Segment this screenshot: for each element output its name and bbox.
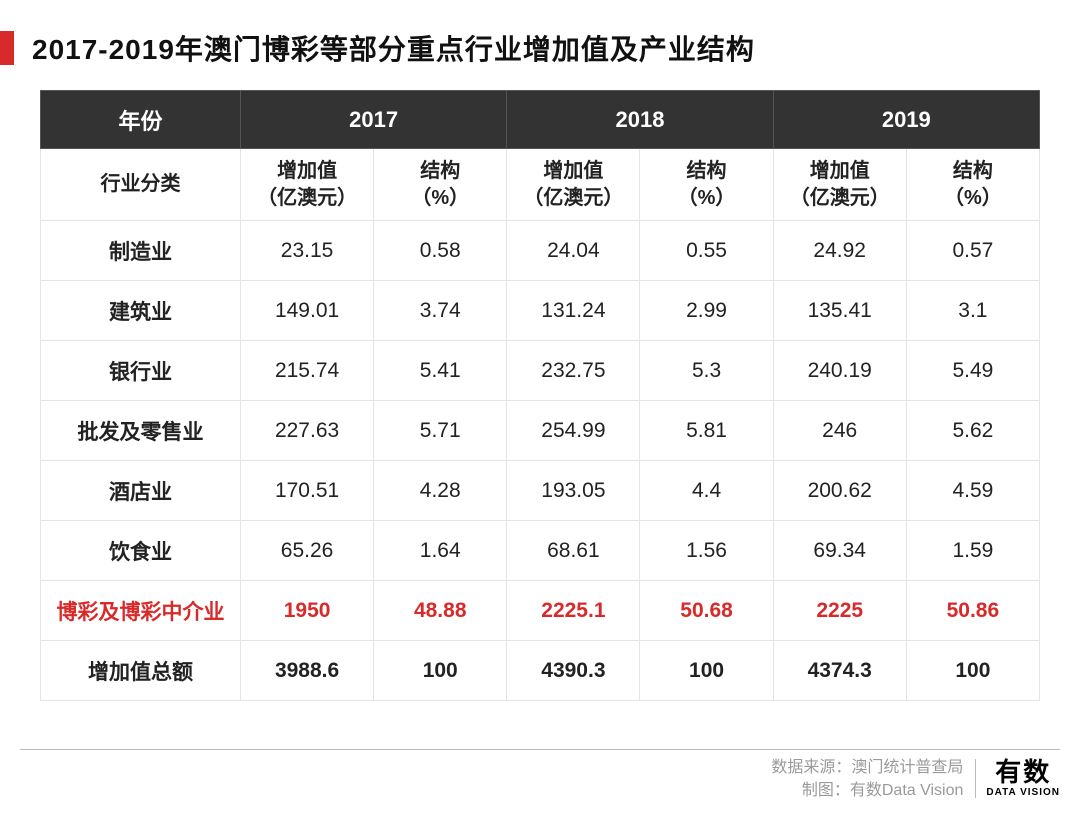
cell: 170.51 [241,461,374,521]
cell: 100 [374,641,507,701]
page-title: 2017-2019年澳门博彩等部分重点行业增加值及产业结构 [32,28,755,68]
category-header: 行业分类 [41,149,241,221]
table-row: 博彩及博彩中介业195048.882225.150.68222550.86 [41,581,1040,641]
cell: 5.62 [906,401,1039,461]
cell: 246 [773,401,906,461]
cell: 232.75 [507,341,640,401]
sub-value-2017: 增加值（亿澳元） [241,149,374,221]
cell: 131.24 [507,281,640,341]
cell: 0.55 [640,221,773,281]
title-bar: 2017-2019年澳门博彩等部分重点行业增加值及产业结构 [0,28,1080,90]
row-label: 酒店业 [41,461,241,521]
cell: 1.56 [640,521,773,581]
sub-struct-2019: 结构（%） [906,149,1039,221]
industry-table: 年份 2017 2018 2019 行业分类 增加值（亿澳元） 结构（%） 增加… [40,90,1040,701]
table-row: 酒店业170.514.28193.054.4200.624.59 [41,461,1040,521]
sub-value-2019: 增加值（亿澳元） [773,149,906,221]
chartby-line: 制图：有数Data Vision [771,779,963,802]
cell: 193.05 [507,461,640,521]
cell: 5.3 [640,341,773,401]
row-label: 增加值总额 [41,641,241,701]
row-label: 饮食业 [41,521,241,581]
cell: 227.63 [241,401,374,461]
cell: 2225 [773,581,906,641]
cell: 3.1 [906,281,1039,341]
cell: 4374.3 [773,641,906,701]
cell: 65.26 [241,521,374,581]
cell: 149.01 [241,281,374,341]
cell: 50.68 [640,581,773,641]
cell: 69.34 [773,521,906,581]
table-row: 制造业23.150.5824.040.5524.920.57 [41,221,1040,281]
source-line: 数据来源：澳门统计普查局 [771,756,963,779]
cell: 24.92 [773,221,906,281]
cell: 0.58 [374,221,507,281]
cell: 4.4 [640,461,773,521]
cell: 50.86 [906,581,1039,641]
cell: 240.19 [773,341,906,401]
cell: 48.88 [374,581,507,641]
table-subheader-row: 行业分类 增加值（亿澳元） 结构（%） 增加值（亿澳元） 结构（%） 增加值（亿… [41,149,1040,221]
cell: 4.59 [906,461,1039,521]
row-label: 批发及零售业 [41,401,241,461]
table-row: 批发及零售业227.635.71254.995.812465.62 [41,401,1040,461]
year-col-2018: 2018 [507,91,773,149]
cell: 200.62 [773,461,906,521]
footer: 数据来源：澳门统计普查局 制图：有数Data Vision 有数 DATA VI… [20,749,1060,802]
year-col-2017: 2017 [241,91,507,149]
cell: 254.99 [507,401,640,461]
cell: 1.64 [374,521,507,581]
table-container: 年份 2017 2018 2019 行业分类 增加值（亿澳元） 结构（%） 增加… [0,90,1080,701]
cell: 3988.6 [241,641,374,701]
year-header: 年份 [41,91,241,149]
cell: 5.41 [374,341,507,401]
cell: 2225.1 [507,581,640,641]
cell: 24.04 [507,221,640,281]
table-row: 建筑业149.013.74131.242.99135.413.1 [41,281,1040,341]
cell: 5.71 [374,401,507,461]
accent-bar [0,31,14,65]
cell: 5.81 [640,401,773,461]
cell: 100 [906,641,1039,701]
cell: 68.61 [507,521,640,581]
cell: 135.41 [773,281,906,341]
cell: 3.74 [374,281,507,341]
row-label: 博彩及博彩中介业 [41,581,241,641]
row-label: 制造业 [41,221,241,281]
cell: 5.49 [906,341,1039,401]
logo-cn: 有数 [995,759,1051,785]
logo-en: DATA VISION [986,787,1060,798]
cell: 4390.3 [507,641,640,701]
table-row: 银行业215.745.41232.755.3240.195.49 [41,341,1040,401]
sub-struct-2018: 结构（%） [640,149,773,221]
sub-value-2018: 增加值（亿澳元） [507,149,640,221]
cell: 2.99 [640,281,773,341]
sub-struct-2017: 结构（%） [374,149,507,221]
cell: 215.74 [241,341,374,401]
cell: 23.15 [241,221,374,281]
cell: 4.28 [374,461,507,521]
table-body: 制造业23.150.5824.040.5524.920.57建筑业149.013… [41,221,1040,701]
cell: 1.59 [906,521,1039,581]
row-label: 银行业 [41,341,241,401]
cell: 100 [640,641,773,701]
year-col-2019: 2019 [773,91,1039,149]
footer-info: 数据来源：澳门统计普查局 制图：有数Data Vision [771,756,963,802]
table-row: 饮食业65.261.6468.611.5669.341.59 [41,521,1040,581]
cell: 0.57 [906,221,1039,281]
table-row: 增加值总额3988.61004390.31004374.3100 [41,641,1040,701]
cell: 1950 [241,581,374,641]
row-label: 建筑业 [41,281,241,341]
logo: 有数 DATA VISION [975,759,1060,798]
table-header-row: 年份 2017 2018 2019 [41,91,1040,149]
